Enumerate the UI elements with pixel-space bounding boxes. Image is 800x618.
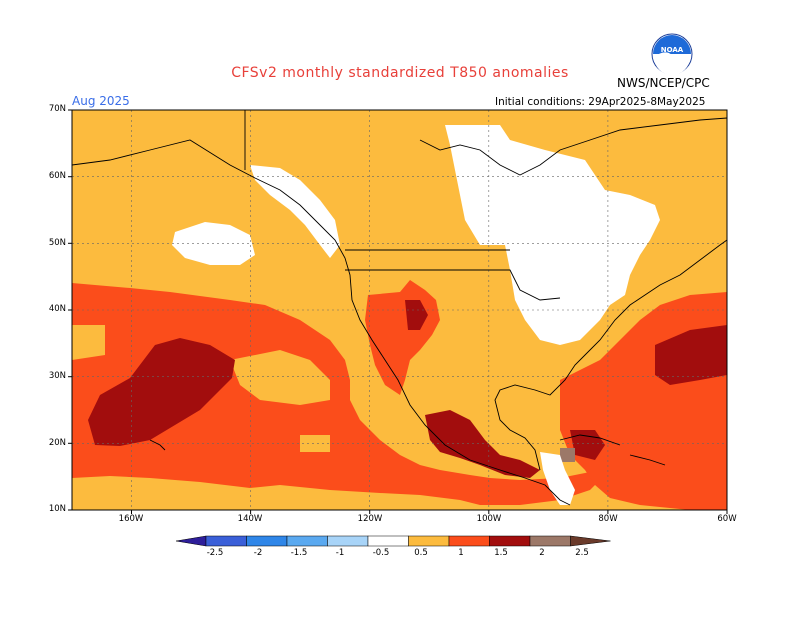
colorbar-label: 1 bbox=[458, 548, 464, 558]
colorbar-extend-low bbox=[175, 535, 207, 547]
colorbar-swatch bbox=[205, 535, 247, 547]
pacific-orange-patch-2 bbox=[230, 350, 330, 405]
svg-text:NOAA: NOAA bbox=[661, 46, 684, 54]
chart-title: CFSv2 monthly standardized T850 anomalie… bbox=[231, 65, 569, 81]
axis-ticks bbox=[68, 109, 728, 514]
pacific-orange-patch-3 bbox=[300, 435, 330, 452]
colorbar-swatch bbox=[489, 535, 531, 547]
colorbar-label: -1.5 bbox=[290, 548, 308, 558]
colorbar-swatch bbox=[246, 535, 288, 547]
colorbar-label: 2.5 bbox=[575, 548, 589, 558]
colorbar-swatch bbox=[529, 535, 571, 547]
colorbar-swatch bbox=[448, 535, 490, 547]
colorbar-label: -0.5 bbox=[372, 548, 390, 558]
caribbean-brown bbox=[560, 448, 575, 462]
mexico-dark bbox=[425, 410, 540, 478]
pacific-dark-core bbox=[88, 338, 235, 446]
colorbar-swatch bbox=[367, 535, 409, 547]
colorbar-extend-high bbox=[570, 535, 611, 547]
forecast-month: Aug 2025 bbox=[72, 94, 130, 108]
colorbar-label: 2 bbox=[539, 548, 545, 558]
lon-label: 80W bbox=[598, 514, 618, 524]
colorbar-swatch bbox=[327, 535, 369, 547]
lat-label: 40N bbox=[48, 304, 66, 314]
colorbar-label: -2.5 bbox=[206, 548, 224, 558]
lat-label: 10N bbox=[48, 504, 66, 514]
colorbar-label: -2 bbox=[253, 548, 263, 558]
lon-label: 120W bbox=[357, 514, 383, 524]
initial-conditions: Initial conditions: 29Apr2025-8May2025 bbox=[495, 96, 706, 108]
lon-label: 60W bbox=[717, 514, 737, 524]
coastlines bbox=[71, 110, 728, 506]
organization-label: NWS/NCEP/CPC bbox=[617, 76, 710, 90]
colorbar-label: 0.5 bbox=[414, 548, 428, 558]
lat-label: 70N bbox=[48, 104, 66, 114]
lat-label: 50N bbox=[48, 238, 66, 248]
graticule bbox=[72, 110, 727, 510]
canada-neutral bbox=[445, 125, 660, 345]
colorbar bbox=[175, 535, 611, 547]
pacific-orange-patch bbox=[72, 325, 105, 360]
lat-label: 60N bbox=[48, 171, 66, 181]
atlantic-dark bbox=[655, 325, 727, 385]
lon-label: 140W bbox=[237, 514, 263, 524]
lat-label: 20N bbox=[48, 438, 66, 448]
lat-label: 30N bbox=[48, 371, 66, 381]
noaa-logo: NOAA bbox=[651, 33, 693, 75]
lon-label: 160W bbox=[118, 514, 144, 524]
central-america-neutral bbox=[540, 452, 575, 505]
colorbar-swatch bbox=[408, 535, 450, 547]
colorbar-swatch bbox=[286, 535, 328, 547]
alaska-neutral bbox=[250, 165, 340, 258]
west-us-dark bbox=[405, 300, 428, 330]
pacific-warm-band bbox=[72, 283, 600, 505]
colorbar-label: -1 bbox=[335, 548, 345, 558]
lon-label: 100W bbox=[476, 514, 502, 524]
colorbar-label: 1.5 bbox=[494, 548, 508, 558]
